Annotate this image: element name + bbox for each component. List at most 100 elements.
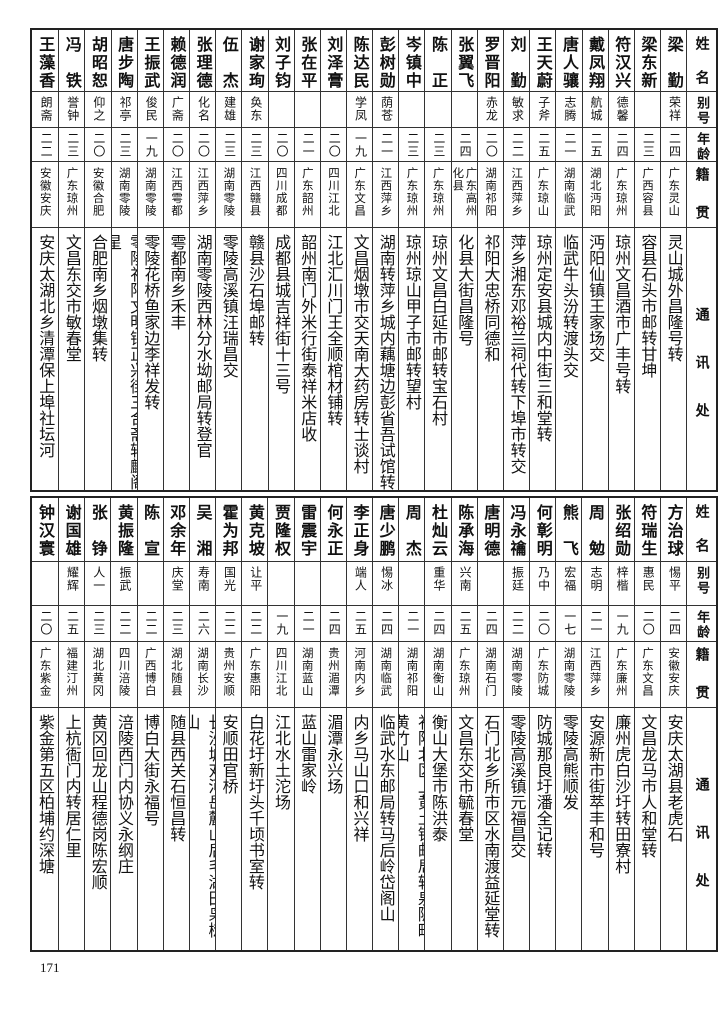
name-text: 符汉兴 (612, 36, 632, 88)
name-cell: 符汉兴 (608, 30, 634, 92)
name-cell: 谢家珣 (242, 30, 268, 92)
origin-text: 广东灵山 (667, 167, 682, 217)
origin-cell: 广东文昌 (346, 162, 373, 228)
origin-text: 湖南零陵 (510, 647, 525, 697)
origin-cell: 湖南长沙 (189, 642, 216, 708)
person-record: 胡昭恕 仰之 二〇 安徽合肥 合肥南乡烟墩集转 (84, 30, 111, 490)
age-text: 二〇 (536, 610, 551, 636)
name-cell: 张翼飞 (451, 30, 477, 92)
person-record: 刘子钧 二〇 四川成都 成都县城吉祥街十三号 (267, 30, 294, 490)
address-cell: 雩都南乡禾丰 (164, 228, 189, 490)
alias-text: 广斋 (170, 96, 185, 122)
address-text: 容县石头市邮转甘坤 (638, 234, 658, 378)
origin-text: 湖南零陵 (143, 167, 158, 217)
age-cell: 一九 (137, 128, 163, 162)
origin-text: 湖南零陵 (117, 167, 132, 217)
alias-text: 航城 (589, 96, 603, 122)
address-text: 琼州琼山甲子市邮转望村 (402, 234, 422, 410)
origin-text: 湖南衡山 (431, 647, 446, 697)
name-cell: 张理德 (190, 30, 216, 92)
origin-text: 广东防城 (536, 647, 551, 697)
address-text: 零陵高溪镇元福昌交 (507, 714, 527, 858)
name-cell: 胡昭恕 (85, 30, 111, 92)
address-text: 上杭衙门内转居仁里 (62, 714, 82, 858)
header-cell-name: 姓名 (687, 30, 716, 92)
address-cell: 零陵花桥鱼家边李祥发转 (138, 228, 163, 490)
name-text: 王天蔚 (533, 36, 553, 88)
age-cell: 二〇 (530, 606, 556, 642)
alias-text: 敏求 (510, 96, 525, 122)
age-text: 一九 (144, 132, 159, 158)
origin-text: 江西赣县 (248, 167, 263, 217)
name-text: 梁东新 (638, 36, 658, 88)
age-cell: 二二 (32, 128, 59, 162)
origin-text: 广东文昌 (353, 167, 368, 217)
alias-text: 惕冰 (379, 566, 394, 592)
name-cell: 何彰明 (530, 498, 556, 562)
name-cell: 戴凤翔 (582, 30, 608, 92)
header-column: 姓名 别号 年龄 籍贯 通讯处 (686, 498, 716, 950)
name-text: 张在平 (298, 36, 318, 88)
origin-text: 湖南石门 (483, 647, 498, 697)
alias-cell: 赤龙 (477, 92, 504, 128)
age-text: 二〇 (38, 610, 53, 636)
alias-text: 惠民 (641, 566, 656, 592)
age-text: 二五 (458, 610, 473, 636)
origin-cell: 安徽合肥 (85, 162, 111, 228)
age-text: 二三 (248, 132, 263, 158)
address-text: 涪陵西门内协义永纲庄 (114, 714, 134, 874)
origin-cell: 安徽安庆 (660, 642, 687, 708)
age-cell: 二二 (111, 606, 137, 642)
age-cell: 二二 (503, 606, 530, 642)
origin-cell: 湖南临武 (373, 642, 399, 708)
age-cell: 二五 (451, 606, 477, 642)
name-cell: 张在平 (294, 30, 320, 92)
alias-text: 德馨 (615, 96, 630, 122)
age-cell: 二四 (660, 606, 687, 642)
person-record: 黄振隆 振武 二二 四川涪陵 涪陵西门内协义永纲庄 (110, 498, 137, 950)
name-text: 胡昭恕 (89, 36, 108, 88)
age-text: 二三 (222, 132, 237, 158)
age-cell: 二三 (163, 606, 189, 642)
name-cell: 王藻香 (32, 30, 59, 92)
header-cell-age: 年龄 (687, 128, 716, 162)
header-cell-alias: 别号 (687, 92, 716, 128)
alias-cell: 重华 (425, 562, 451, 606)
alias-text: 学凤 (353, 96, 368, 122)
name-text: 陈达民 (350, 36, 370, 88)
origin-cell: 湖北黄冈 (85, 642, 111, 708)
age-text: 二五 (589, 132, 603, 158)
name-text: 王振武 (141, 36, 161, 88)
origin-cell: 江西赣县 (242, 162, 268, 228)
alias-cell (634, 92, 660, 128)
age-text: 二四 (667, 610, 682, 636)
alias-cell (294, 92, 320, 128)
alias-text: 兴南 (458, 566, 473, 592)
header-label: 通讯处 (693, 777, 710, 887)
age-text: 一七 (562, 610, 577, 636)
origin-text: 四川江北 (327, 167, 342, 217)
name-text: 黄振隆 (114, 504, 134, 556)
address-text: 化县大街昌隆号 (455, 234, 475, 346)
person-record: 符汉兴 德馨 二四 广东琼州 琼州文昌酒市广丰号转 (607, 30, 634, 490)
address-cell: 蓝山雷家岭 (295, 708, 320, 950)
alias-cell: 端人 (346, 562, 373, 606)
age-text: 二二 (39, 132, 54, 158)
origin-text: 安徽安庆 (38, 167, 53, 217)
name-text: 冯永禴 (507, 504, 527, 556)
age-text: 二三 (91, 610, 106, 636)
age-cell: 二二 (216, 606, 242, 642)
header-cell-origin: 籍贯 (687, 162, 716, 228)
name-cell: 邓余年 (163, 498, 189, 562)
address-text: 蓝山雷家岭 (298, 714, 318, 794)
age-text: 二一 (301, 610, 316, 636)
age-cell: 二〇 (31, 606, 59, 642)
alias-text: 让平 (248, 566, 263, 592)
address-text: 湖南转萍乡城内藕塘边彭省吾试馆转 (376, 234, 396, 490)
origin-text: 广西容县 (641, 167, 656, 217)
address-text: 沔阳仙镇王家场交 (586, 234, 606, 362)
address-text: 文昌东交市毓春堂 (455, 714, 475, 842)
name-cell: 王振武 (137, 30, 163, 92)
origin-cell: 广东文昌 (634, 642, 660, 708)
alias-cell: 国光 (216, 562, 242, 606)
